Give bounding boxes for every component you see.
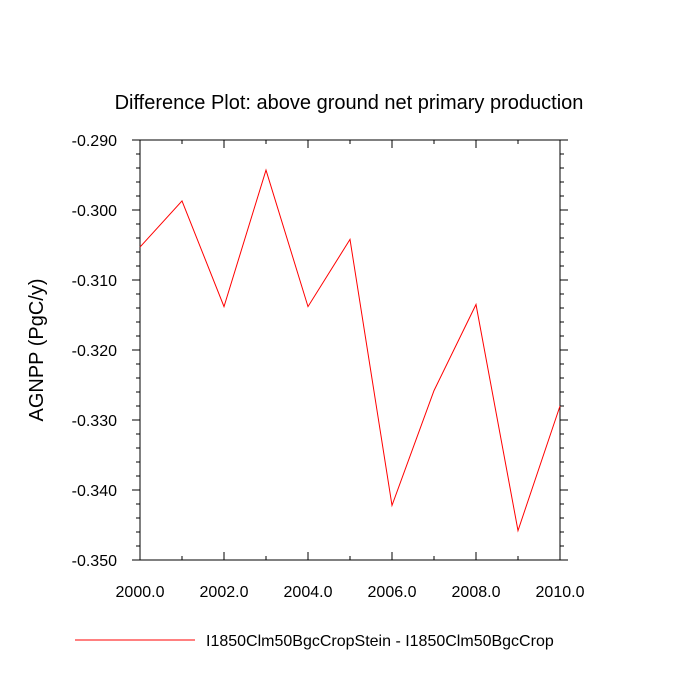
axis-ticks xyxy=(132,139,568,561)
x-tick-label: 2006.0 xyxy=(368,584,417,601)
y-tick-label: -0.340 xyxy=(72,483,117,500)
chart-title: Difference Plot: above ground net primar… xyxy=(115,92,584,114)
y-axis-label: AGNPP (PgC/y) xyxy=(26,279,48,422)
y-tick-label: -0.290 xyxy=(72,133,117,150)
y-tick-label: -0.300 xyxy=(72,203,117,220)
series-group xyxy=(139,168,561,533)
x-tick-label: 2002.0 xyxy=(200,584,249,601)
axis-tick-labels: 2000.0 2002.0 2004.0 2006.0 2008.0 2010.0 -0.2… xyxy=(72,133,585,601)
x-tick-label: 2010.0 xyxy=(536,584,585,601)
y-tick-label: -0.330 xyxy=(72,413,117,430)
y-tick-label: -0.320 xyxy=(72,343,117,360)
x-tick-label: 2004.0 xyxy=(284,584,333,601)
legend-label: I1850Clm50BgcCropStein - I1850Clm50BgcCr… xyxy=(206,633,554,650)
plot-frame xyxy=(139,139,561,561)
legend: I1850Clm50BgcCropStein - I1850Clm50BgcCr… xyxy=(75,633,554,650)
x-tick-label: 2008.0 xyxy=(452,584,501,601)
y-tick-label: -0.310 xyxy=(72,273,117,290)
x-tick-label: 2000.0 xyxy=(116,584,165,601)
y-tick-label: -0.350 xyxy=(72,553,117,570)
series-line xyxy=(139,168,561,533)
